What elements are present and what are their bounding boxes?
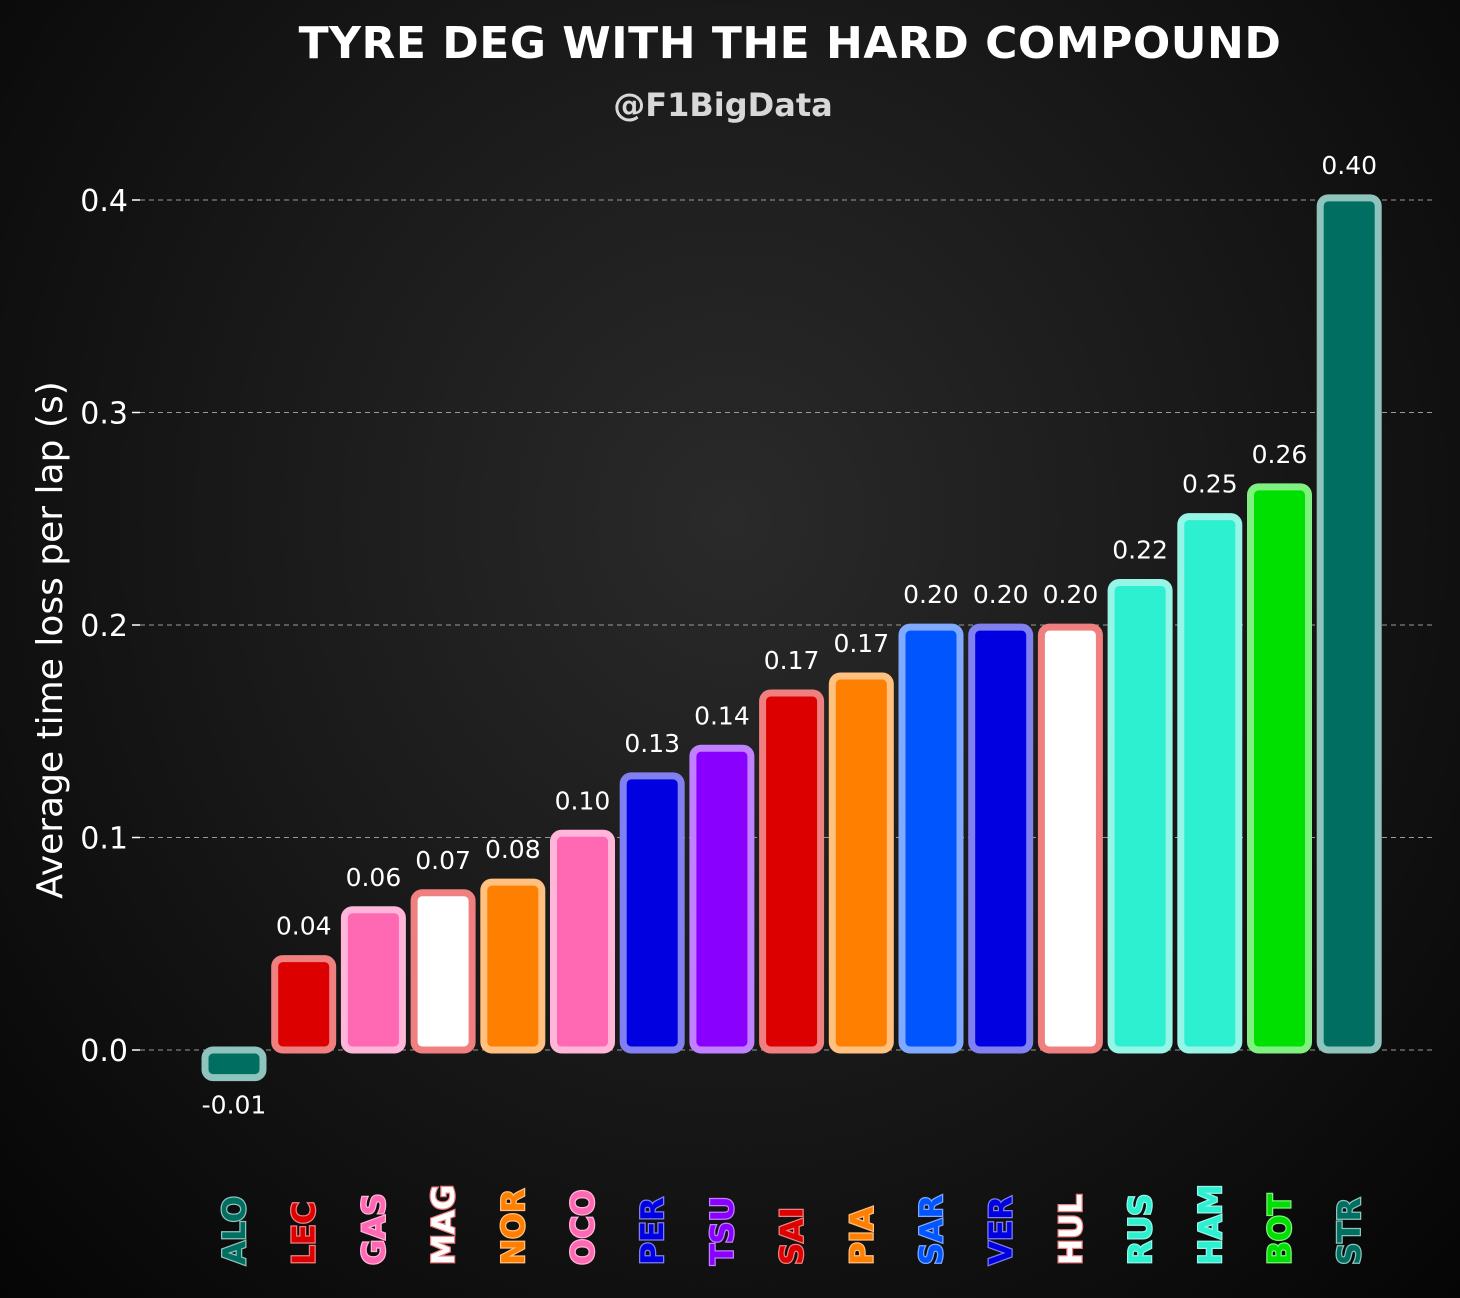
bar-bot — [1247, 483, 1312, 1054]
x-tick-label: ALO — [217, 1196, 253, 1265]
value-label: 0.22 — [1112, 536, 1168, 565]
x-tick-label: GAS — [356, 1193, 392, 1265]
bar-tsu — [689, 744, 755, 1054]
value-label: 0.17 — [764, 646, 820, 675]
x-tick-label: SAI — [775, 1207, 811, 1265]
chart-title: TYRE DEG WITH THE HARD COMPOUND — [298, 18, 1282, 69]
bar-ver — [968, 623, 1034, 1054]
value-label: 0.25 — [1182, 470, 1238, 499]
y-axis-label: Average time loss per lap (s) — [30, 381, 71, 898]
value-label: 0.14 — [694, 701, 750, 730]
value-label: 0.26 — [1252, 440, 1308, 469]
x-tick-label: RUS — [1123, 1194, 1159, 1265]
y-tick-label: 0.3 — [80, 397, 128, 432]
bars — [201, 194, 1382, 1082]
x-tick-label: HAM — [1193, 1184, 1229, 1265]
bar-mag — [410, 889, 476, 1054]
value-label: 0.13 — [624, 729, 680, 758]
x-tick-label: BOT — [1263, 1194, 1299, 1265]
bar-rus — [1107, 579, 1173, 1054]
bar-lec — [271, 955, 337, 1054]
y-axis-ticks: 0.0 0.1 0.2 0.3 0.4 — [80, 184, 140, 1069]
bar-nor — [480, 878, 546, 1054]
bar-sai — [759, 689, 825, 1054]
x-tick-label: VER — [984, 1196, 1020, 1265]
x-tick-label: STR — [1332, 1198, 1368, 1265]
x-tick-label: NOR — [496, 1189, 532, 1265]
x-axis-ticks: ALO LEC GAS MAG NOR OCO PER TSU SAI PIA SAR VER HUL R… — [216, 1183, 1370, 1266]
value-label: 0.07 — [415, 846, 471, 875]
x-tick-label: PIA — [844, 1207, 880, 1265]
bar-oco — [550, 829, 615, 1054]
bar-str — [1316, 194, 1382, 1054]
bar-gas — [340, 906, 406, 1054]
x-tick-label: MAG — [426, 1185, 462, 1265]
chart-subtitle: @F1BigData — [613, 86, 833, 124]
value-label: 0.04 — [276, 912, 332, 941]
y-tick-label: 0.2 — [80, 609, 128, 644]
bar-per — [619, 772, 685, 1054]
y-tick-label: 0.4 — [80, 184, 128, 219]
value-label: 0.17 — [833, 629, 889, 658]
bar-ham — [1177, 513, 1243, 1054]
bar-pia — [828, 672, 894, 1054]
x-tick-label: PER — [635, 1197, 671, 1265]
y-tick-label: 0.0 — [80, 1034, 128, 1069]
value-label: 0.10 — [555, 786, 611, 815]
x-tick-label: LEC — [287, 1201, 323, 1265]
value-label: 0.08 — [485, 835, 541, 864]
value-label: -0.01 — [202, 1091, 267, 1120]
value-label: 0.20 — [973, 580, 1029, 609]
bar-sar — [898, 623, 964, 1054]
value-label: 0.20 — [1043, 580, 1099, 609]
value-label: 0.40 — [1321, 151, 1377, 180]
x-tick-label: OCO — [566, 1190, 602, 1265]
x-tick-label: TSU — [705, 1196, 741, 1265]
value-label: 0.06 — [346, 863, 402, 892]
x-tick-label: SAR — [914, 1195, 950, 1265]
value-label: 0.20 — [903, 580, 959, 609]
value-labels: -0.01 0.04 0.06 0.07 0.08 0.10 0.13 0.14 0.17 0.1… — [202, 151, 1377, 1120]
bar-hul — [1037, 623, 1103, 1054]
bar-alo — [201, 1046, 267, 1082]
x-tick-label: HUL — [1053, 1194, 1089, 1265]
y-tick-label: 0.1 — [80, 822, 128, 857]
